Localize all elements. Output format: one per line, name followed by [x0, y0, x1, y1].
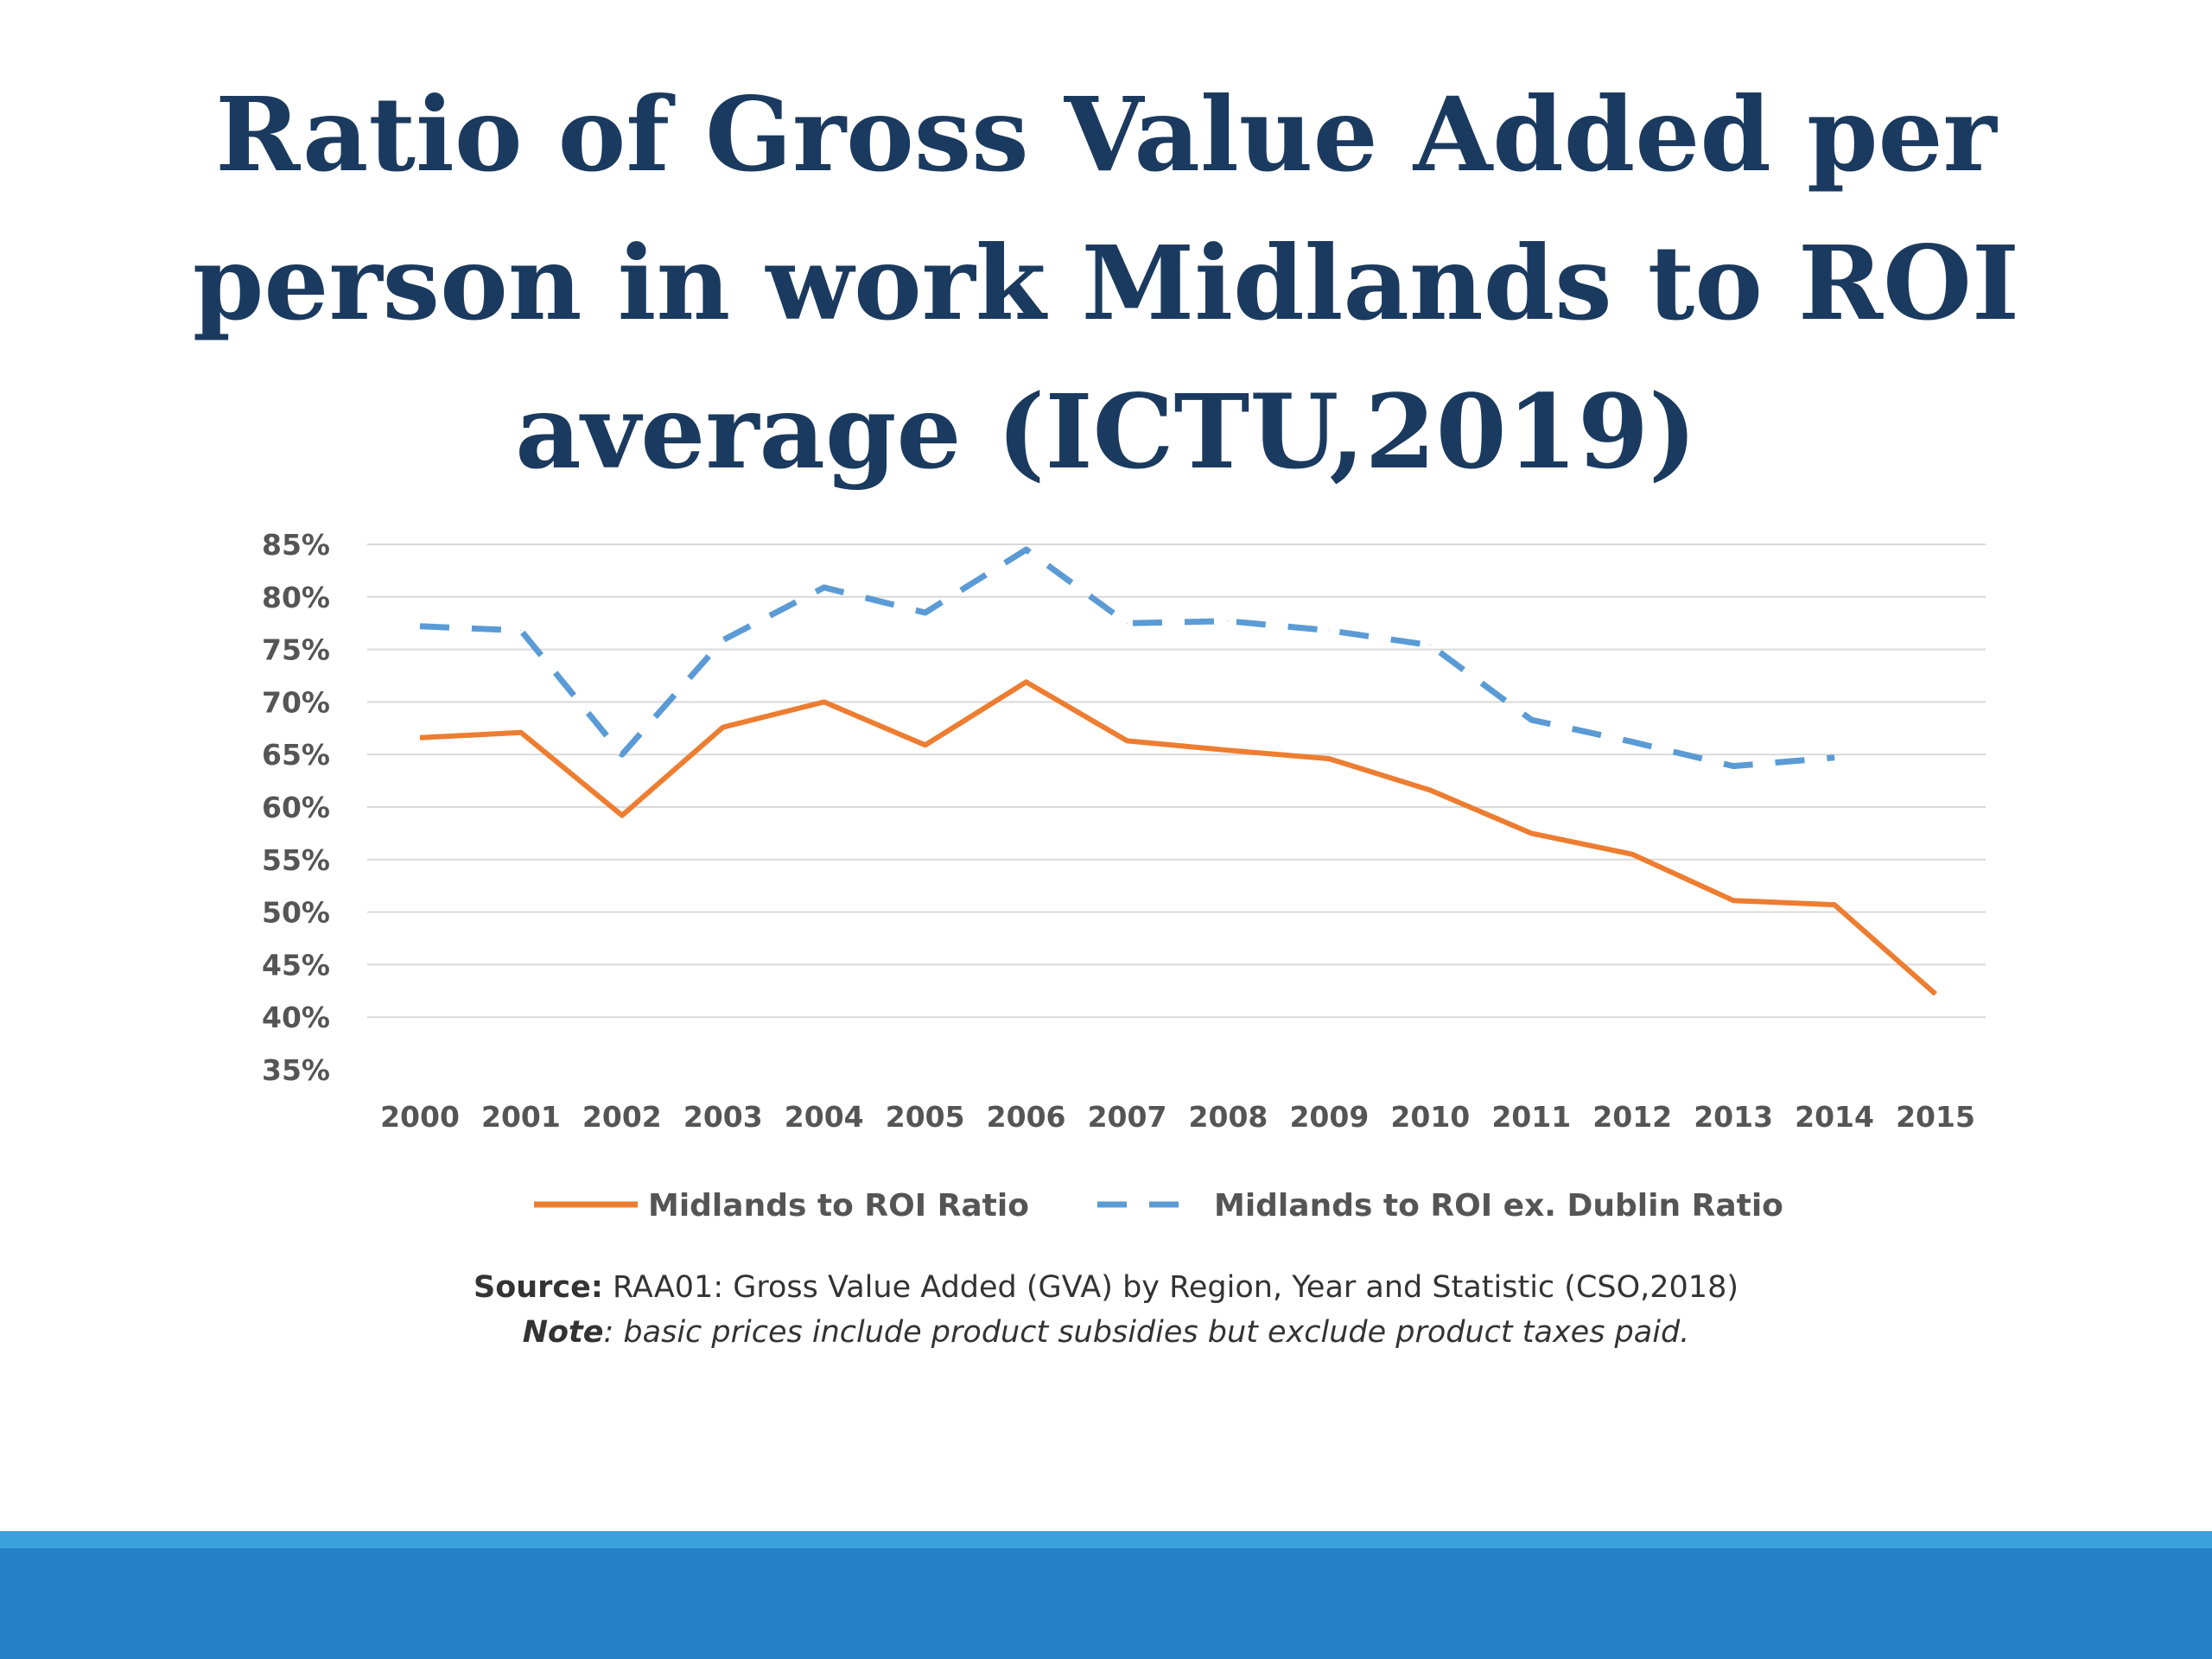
line-chart: 35%40%45%50%55%60%65%70%75%80%85% 2000 20…: [262, 528, 1986, 1224]
data-point: [722, 727, 724, 728]
x-tick-label: 2014: [1795, 1100, 1874, 1134]
data-point: [1834, 757, 1835, 759]
y-tick-label: 65%: [262, 738, 330, 772]
data-point: [1328, 630, 1330, 632]
data-point: [419, 737, 421, 739]
series-line-solid: [419, 679, 1937, 996]
data-point: [1328, 758, 1330, 760]
series-line-dashed: [419, 546, 1835, 770]
x-tick-label: 2010: [1390, 1100, 1470, 1134]
x-tick-label: 2013: [1694, 1100, 1773, 1134]
legend: Midlands to ROI Ratio Midlands to ROI ex…: [534, 1188, 1783, 1224]
legend-label-dashed: Midlands to ROI ex. Dublin Ratio: [1214, 1188, 1783, 1224]
x-tick-label: 2004: [785, 1100, 864, 1134]
data-point: [1429, 790, 1431, 791]
data-point: [621, 753, 623, 755]
x-tick-label: 2008: [1189, 1100, 1268, 1134]
footer-stripe: [0, 1531, 2212, 1548]
y-tick-label: 45%: [262, 948, 330, 982]
x-tick-label: 2005: [886, 1100, 965, 1134]
y-tick-label: 50%: [262, 896, 330, 930]
series-lines: [419, 546, 1937, 996]
y-axis-ticks: 35% 40% 45% 50% 55% 60% 65% 70% 75% 80% 85%: [262, 528, 330, 1087]
y-tick-label: 75%: [262, 633, 330, 667]
grid-lines: [367, 543, 1986, 1019]
y-tick-label: 70%: [262, 685, 330, 719]
x-tick-label: 2003: [683, 1100, 763, 1134]
data-point: [1227, 749, 1229, 751]
y-tick-label: 35%: [262, 1053, 330, 1087]
y-tick-label: 80%: [262, 581, 330, 614]
data-point: [1127, 622, 1128, 624]
note-line: Note: basic prices include product subsi…: [242, 1315, 1970, 1350]
data-point: [722, 639, 724, 641]
y-tick-label: 85%: [262, 528, 330, 562]
x-tick-label: 2007: [1088, 1100, 1167, 1134]
x-tick-label: 2002: [582, 1100, 662, 1134]
x-tick-label: 2001: [481, 1100, 561, 1134]
x-axis-ticks: 2000 2001 2002 2003 2004 2005 2006 2007 2008 2009…: [380, 1100, 1975, 1134]
footer-bar: [0, 1548, 2212, 1659]
note-text: : basic prices include product subsidies…: [603, 1315, 1690, 1350]
data-point: [1631, 741, 1633, 743]
data-point: [1227, 620, 1229, 622]
data-point: [1834, 904, 1835, 906]
data-point: [621, 815, 623, 817]
note-label: Note: [522, 1315, 604, 1350]
data-point: [1631, 854, 1633, 855]
data-point: [1026, 681, 1027, 683]
source-label: Source:: [473, 1270, 603, 1305]
data-point: [823, 587, 825, 588]
source-text: RAA01: Gross Value Added (GVA) by Region…: [602, 1270, 1738, 1305]
x-tick-label: 2000: [380, 1100, 460, 1134]
x-tick-label: 2006: [987, 1100, 1066, 1134]
data-point: [1530, 832, 1532, 834]
y-tick-label: 55%: [262, 843, 330, 877]
data-point: [1732, 899, 1734, 901]
data-point: [520, 630, 522, 632]
legend-label-solid: Midlands to ROI Ratio: [648, 1188, 1029, 1224]
x-tick-label: 2011: [1491, 1100, 1571, 1134]
x-tick-label: 2009: [1289, 1100, 1369, 1134]
data-point: [1530, 719, 1532, 721]
data-point: [520, 732, 522, 734]
y-tick-label: 40%: [262, 1001, 330, 1034]
x-tick-label: 2012: [1592, 1100, 1672, 1134]
x-tick-label: 2015: [1896, 1100, 1975, 1134]
source-line: Source: RAA01: Gross Value Added (GVA) b…: [242, 1270, 1970, 1305]
slide-title: Ratio of Gross Value Added per person in…: [192, 74, 2020, 492]
y-tick-label: 60%: [262, 791, 330, 824]
